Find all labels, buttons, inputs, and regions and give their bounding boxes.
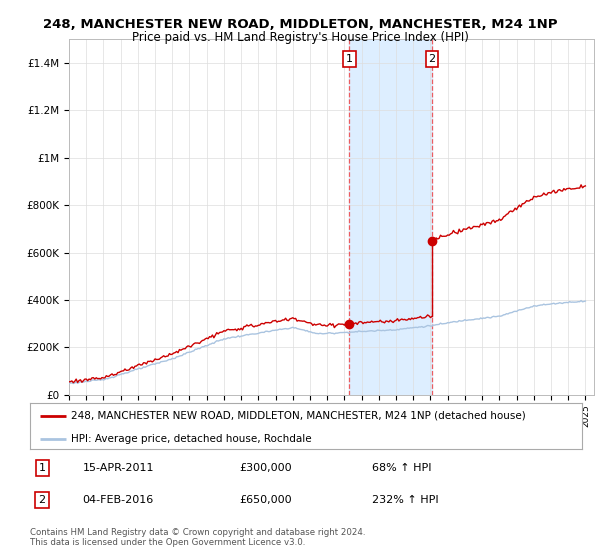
Text: £300,000: £300,000 (240, 463, 292, 473)
Text: 04-FEB-2016: 04-FEB-2016 (82, 495, 154, 505)
Bar (349, 39, 432, 395)
Text: 1: 1 (38, 463, 46, 473)
Text: 68% ↑ HPI: 68% ↑ HPI (372, 463, 432, 473)
Text: Contains HM Land Registry data © Crown copyright and database right 2024.
This d: Contains HM Land Registry data © Crown c… (30, 528, 365, 547)
Text: 2: 2 (428, 54, 436, 64)
Text: 248, MANCHESTER NEW ROAD, MIDDLETON, MANCHESTER, M24 1NP: 248, MANCHESTER NEW ROAD, MIDDLETON, MAN… (43, 18, 557, 31)
Text: HPI: Average price, detached house, Rochdale: HPI: Average price, detached house, Roch… (71, 434, 312, 444)
Text: 248, MANCHESTER NEW ROAD, MIDDLETON, MANCHESTER, M24 1NP (detached house): 248, MANCHESTER NEW ROAD, MIDDLETON, MAN… (71, 410, 526, 421)
Text: 1: 1 (346, 54, 353, 64)
Text: 2: 2 (38, 495, 46, 505)
Text: 232% ↑ HPI: 232% ↑ HPI (372, 495, 439, 505)
Text: £650,000: £650,000 (240, 495, 292, 505)
Text: 15-APR-2011: 15-APR-2011 (82, 463, 154, 473)
Text: Price paid vs. HM Land Registry's House Price Index (HPI): Price paid vs. HM Land Registry's House … (131, 31, 469, 44)
